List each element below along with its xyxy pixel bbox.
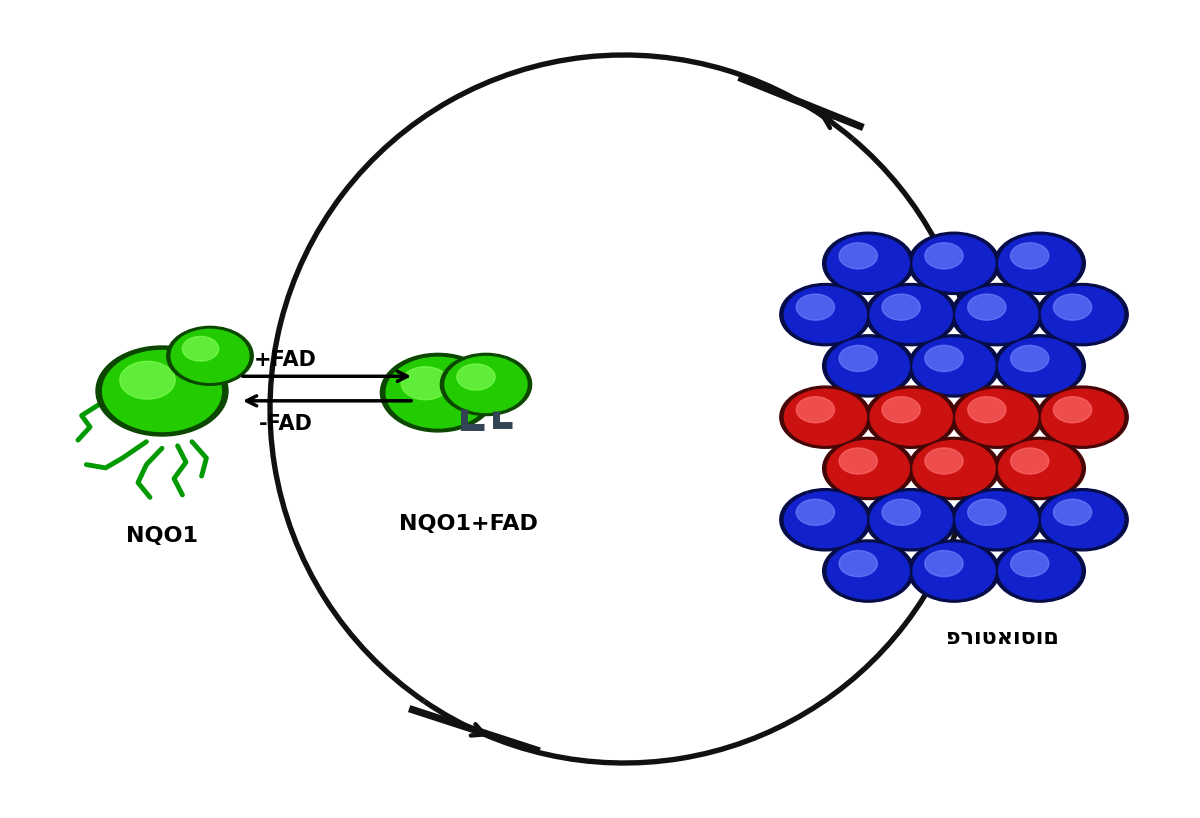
Circle shape [120, 362, 175, 399]
Circle shape [827, 543, 910, 599]
Text: -FAD: -FAD [259, 414, 312, 434]
Circle shape [182, 336, 218, 361]
Circle shape [839, 243, 877, 269]
Circle shape [839, 551, 877, 577]
Circle shape [998, 338, 1081, 394]
Circle shape [908, 540, 1000, 602]
Circle shape [96, 346, 228, 436]
Circle shape [956, 286, 1038, 343]
Circle shape [994, 232, 1085, 294]
Circle shape [870, 389, 952, 445]
Circle shape [1010, 448, 1049, 474]
Circle shape [797, 397, 834, 423]
Circle shape [913, 338, 995, 394]
Circle shape [167, 326, 253, 385]
Circle shape [785, 286, 866, 343]
Circle shape [1042, 389, 1123, 445]
Circle shape [827, 236, 910, 291]
Circle shape [908, 335, 1000, 397]
Circle shape [870, 492, 952, 548]
Circle shape [882, 397, 920, 423]
Text: +FAD: +FAD [254, 350, 317, 370]
Circle shape [172, 330, 248, 382]
Circle shape [967, 294, 1006, 320]
Circle shape [865, 386, 956, 448]
Circle shape [839, 448, 877, 474]
Circle shape [998, 236, 1081, 291]
Circle shape [1042, 286, 1123, 343]
Text: NQO1+FAD: NQO1+FAD [398, 514, 538, 533]
Circle shape [780, 488, 871, 551]
Circle shape [967, 397, 1006, 423]
Circle shape [994, 540, 1085, 602]
Circle shape [785, 389, 866, 445]
Circle shape [780, 284, 871, 346]
Circle shape [913, 440, 995, 497]
Circle shape [952, 386, 1043, 448]
Circle shape [797, 499, 834, 525]
Circle shape [380, 353, 496, 432]
Circle shape [457, 364, 496, 390]
Text: פרוטאוסום: פרוטאוסום [946, 628, 1058, 648]
Circle shape [1010, 243, 1049, 269]
Circle shape [401, 366, 450, 400]
Circle shape [870, 286, 952, 343]
Circle shape [994, 335, 1085, 397]
Circle shape [839, 345, 877, 371]
Circle shape [865, 284, 956, 346]
Circle shape [908, 438, 1000, 500]
Circle shape [913, 236, 995, 291]
Circle shape [952, 284, 1043, 346]
Circle shape [913, 543, 995, 599]
Circle shape [827, 338, 910, 394]
Circle shape [1042, 492, 1123, 548]
Circle shape [797, 294, 834, 320]
Circle shape [823, 540, 914, 602]
Circle shape [1037, 386, 1128, 448]
Circle shape [1010, 345, 1049, 371]
Text: NQO1: NQO1 [126, 526, 198, 546]
Circle shape [440, 353, 532, 416]
Circle shape [827, 440, 910, 497]
Circle shape [823, 232, 914, 294]
Circle shape [998, 543, 1081, 599]
Circle shape [1054, 397, 1092, 423]
Circle shape [956, 389, 1038, 445]
Circle shape [1010, 551, 1049, 577]
Circle shape [882, 499, 920, 525]
Circle shape [1037, 284, 1128, 346]
Circle shape [925, 345, 964, 371]
Circle shape [445, 357, 527, 412]
Circle shape [1054, 499, 1092, 525]
Circle shape [925, 448, 964, 474]
Circle shape [865, 488, 956, 551]
Circle shape [925, 243, 964, 269]
Circle shape [956, 492, 1038, 548]
Circle shape [952, 488, 1043, 551]
Circle shape [994, 438, 1085, 500]
Circle shape [103, 350, 222, 431]
Circle shape [908, 232, 1000, 294]
Circle shape [967, 499, 1006, 525]
Circle shape [1054, 294, 1092, 320]
Circle shape [882, 294, 920, 320]
Circle shape [386, 357, 490, 428]
Circle shape [998, 440, 1081, 497]
Circle shape [823, 335, 914, 397]
Circle shape [780, 386, 871, 448]
Circle shape [925, 551, 964, 577]
Circle shape [823, 438, 914, 500]
Circle shape [785, 492, 866, 548]
Circle shape [1037, 488, 1128, 551]
